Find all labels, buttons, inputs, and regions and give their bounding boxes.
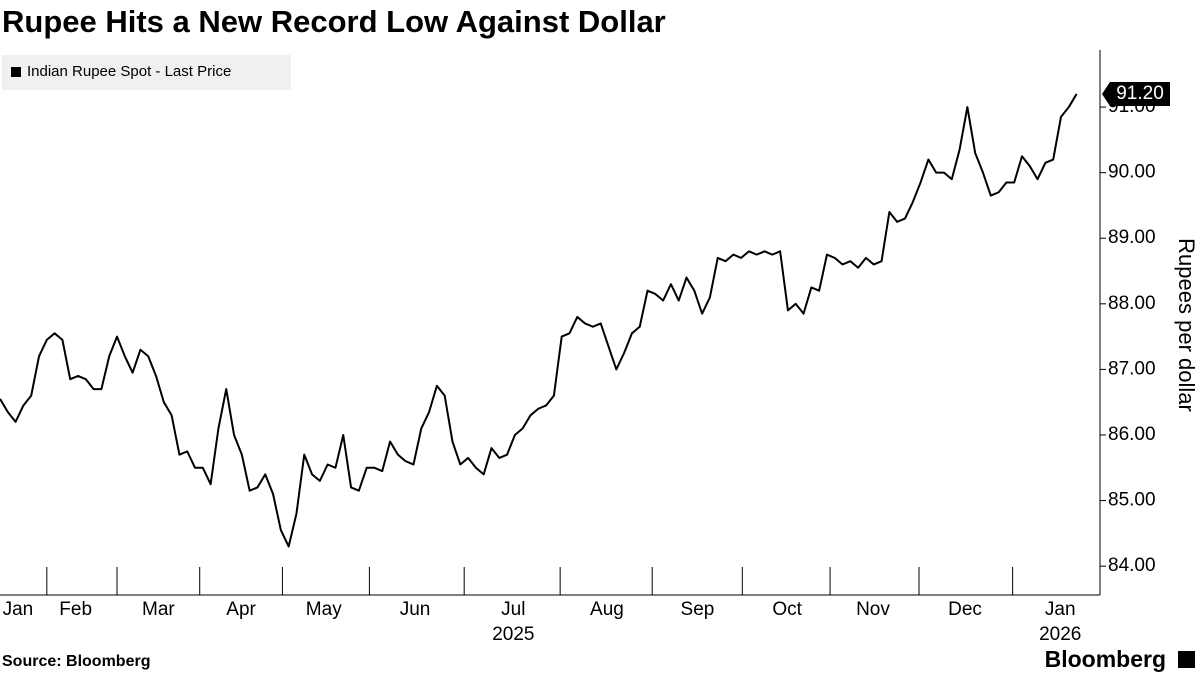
x-tick-label: Feb <box>59 599 92 620</box>
x-tick-label: Aug <box>590 599 624 620</box>
y-tick-label: 89.00 <box>1108 227 1156 248</box>
x-year-label: 2025 <box>492 624 534 645</box>
last-value-callout <box>1102 81 1170 106</box>
x-tick-label: Jan <box>1045 599 1076 620</box>
x-tick-label: May <box>306 599 342 620</box>
chart-title: Rupee Hits a New Record Low Against Doll… <box>2 4 666 39</box>
y-tick-label: 85.00 <box>1108 490 1156 511</box>
x-tick-label: Sep <box>681 599 715 620</box>
y-tick-label: 84.00 <box>1108 555 1156 576</box>
brand-icon <box>1178 651 1195 668</box>
source: Source: Bloomberg <box>2 653 150 670</box>
legend-swatch <box>11 67 21 77</box>
y-tick-label: 88.00 <box>1108 293 1156 314</box>
x-tick-label: Jul <box>501 599 525 620</box>
y-axis-title: Rupees per dollar <box>1174 238 1199 412</box>
legend-box <box>2 55 291 90</box>
x-tick-label: Dec <box>948 599 982 620</box>
y-tick-label: 86.00 <box>1108 424 1156 445</box>
x-tick-label: Apr <box>226 599 256 620</box>
x-tick-label: Mar <box>142 599 175 620</box>
price-line <box>0 93 1078 548</box>
last-value-label: 91.20 <box>1116 83 1164 104</box>
legend-label: Indian Rupee Spot - Last Price <box>27 63 231 80</box>
y-tick-label: 90.00 <box>1108 162 1156 183</box>
x-tick-label: Jan <box>3 599 34 620</box>
brand: Bloomberg <box>1045 646 1166 672</box>
x-tick-label: Oct <box>772 599 802 620</box>
x-year-label: 2026 <box>1039 624 1081 645</box>
x-tick-label: Jun <box>400 599 431 620</box>
y-tick-label: 87.00 <box>1108 358 1156 379</box>
x-tick-label: Nov <box>856 599 890 620</box>
